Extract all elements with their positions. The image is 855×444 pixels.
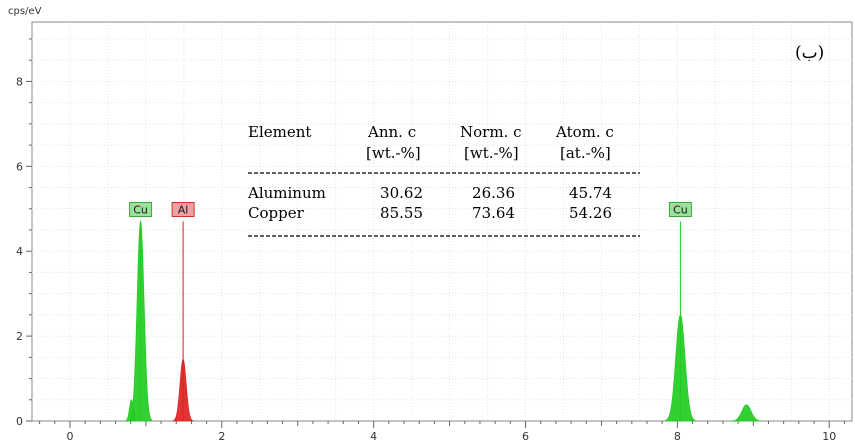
x-tick-label: 10 (822, 430, 836, 443)
table-header-atom-unit: [at.-%] (560, 144, 611, 162)
table-header-norm: Norm. c (460, 123, 522, 141)
table-row-aluminum-norm: 26.36 (472, 184, 515, 202)
element-markers: Cu Al Cu (129, 202, 692, 217)
table-row-aluminum-ann: 30.62 (380, 184, 423, 202)
y-tick-label: 6 (16, 160, 23, 173)
minor-grid (32, 22, 852, 421)
table-header-element: Element (248, 123, 311, 141)
x-tick-label: 6 (522, 430, 529, 443)
table-row-aluminum-element: Aluminum (247, 184, 326, 202)
table-header-ann: Ann. c (367, 123, 416, 141)
composition-table: Element Ann. c [wt.-%] Norm. c [wt.-%] A… (247, 123, 640, 237)
marker-label: Al (178, 204, 189, 217)
x-tick-label: 4 (370, 430, 377, 443)
marker-label: Cu (673, 204, 688, 217)
y-tick-label: 2 (16, 330, 23, 343)
table-row-copper-atom: 54.26 (569, 204, 612, 222)
peak-cu (731, 404, 762, 422)
table-header-ann-unit: [wt.-%] (366, 144, 421, 162)
table-header-atom: Atom. c (555, 123, 614, 141)
y-tick-label: 4 (16, 245, 23, 258)
marker-badge (171, 202, 195, 217)
x-tick-label: 0 (66, 430, 73, 443)
y-unit-label: cps/eV (8, 6, 42, 17)
table-header-norm-unit: [wt.-%] (464, 144, 519, 162)
y-axis: 0 2 4 6 8 (16, 38, 32, 428)
marker-label: Cu (133, 204, 148, 217)
panel-label: (ب) (795, 43, 824, 63)
y-tick-label: 8 (16, 75, 23, 88)
table-row-copper-element: Copper (248, 204, 305, 222)
x-axis: 0 2 4 6 8 10 (39, 421, 845, 443)
spectrum-peaks (124, 220, 762, 422)
x-tick-label: 8 (674, 430, 681, 443)
table-row-aluminum-atom: 45.74 (569, 184, 612, 202)
peak-cu (124, 399, 138, 422)
table-row-copper-ann: 85.55 (380, 204, 423, 222)
y-tick-label: 0 (16, 415, 23, 428)
marker-badge (668, 202, 692, 217)
marker-badge (129, 202, 153, 217)
table-row-copper-norm: 73.64 (472, 204, 515, 222)
x-tick-label: 2 (218, 430, 225, 443)
